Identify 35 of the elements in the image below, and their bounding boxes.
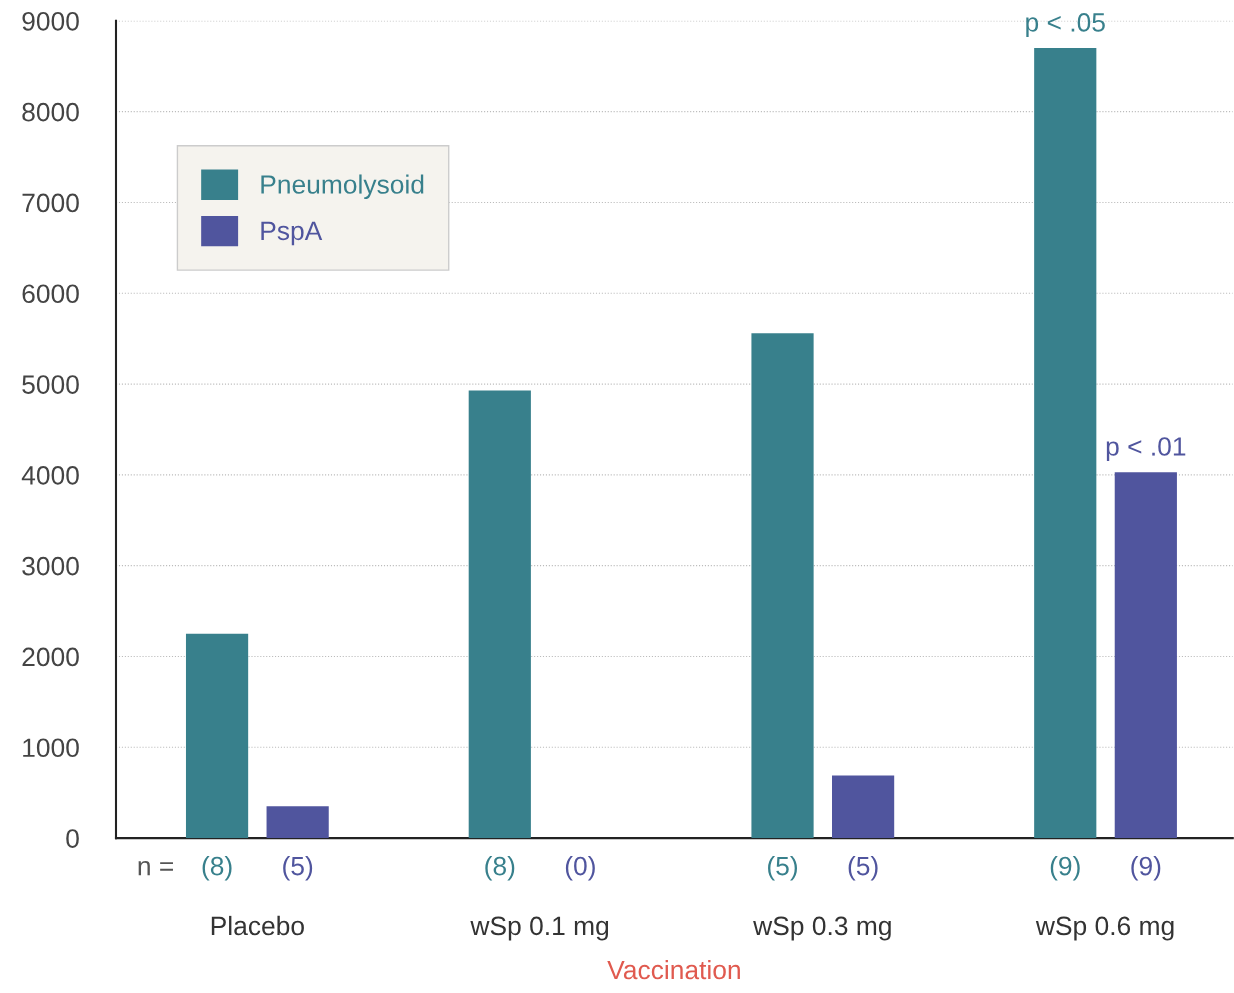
x-tick-label: wSp 0.6 mg xyxy=(1035,916,1174,941)
text: (9) xyxy=(1131,856,1161,881)
text: (5) xyxy=(283,856,313,881)
y-tick-label: 4000 xyxy=(21,466,79,485)
text: (8) xyxy=(202,856,232,881)
bar xyxy=(185,633,249,839)
y-tick-label: 6000 xyxy=(22,284,79,304)
text: n = xyxy=(138,860,173,876)
bar xyxy=(1114,472,1177,839)
text: (5) xyxy=(768,856,798,881)
y-tick-label: 8000 xyxy=(22,102,79,122)
y-tick-label: 2000 xyxy=(22,647,79,667)
bar xyxy=(266,806,329,839)
bar xyxy=(1034,48,1097,839)
text: (5) xyxy=(848,856,878,881)
bar xyxy=(751,333,814,839)
x-axis-title: Vaccination xyxy=(607,959,740,980)
x-tick-label: wSp 0.3 mg xyxy=(753,916,891,941)
annotation: p < .05 xyxy=(1026,13,1105,37)
bar xyxy=(832,775,895,839)
x-tick-label: Placebo xyxy=(211,915,304,936)
legend-label: PspA xyxy=(261,221,323,246)
y-tick-label: 3000 xyxy=(22,556,79,576)
bar xyxy=(468,390,531,839)
y-tick-label: 5000 xyxy=(22,375,79,394)
y-tick-label: 9000 xyxy=(22,11,79,31)
y-tick-label: 7000 xyxy=(22,193,79,213)
legend-label: Pneumolysoid xyxy=(261,174,424,200)
annotation: p < .01 xyxy=(1106,437,1186,462)
x-tick-label: wSp 0.1 mg xyxy=(470,916,609,941)
y-tick-label: 1000 xyxy=(23,738,79,758)
text: (9) xyxy=(1050,856,1080,881)
y-tick-label: 0 xyxy=(66,829,79,848)
text: (0) xyxy=(565,856,595,881)
text: (8) xyxy=(485,856,515,881)
